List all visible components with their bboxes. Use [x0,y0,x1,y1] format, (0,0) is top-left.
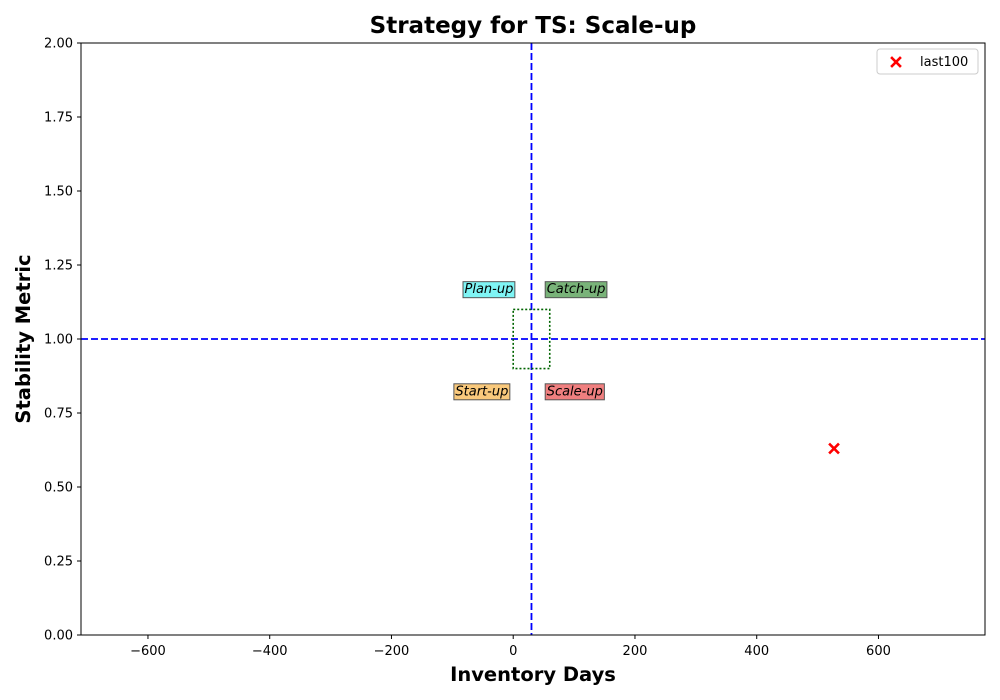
quadrant-label: Start-up [455,384,508,399]
legend: last100 [876,48,979,75]
legend-box [876,48,979,75]
y-tick-label: 1.50 [44,185,73,200]
quadrant-label-box [462,281,516,299]
x-axis: −600 −400 −200 0 200 400 600 [130,635,891,659]
legend-marker-icon [890,56,902,68]
quadrant-labels: Plan-up Catch-up Start-up Scale-up [453,281,608,401]
y-axis-label: Stability Metric [12,254,35,423]
y-tick-label: 0.00 [44,629,73,644]
y-tick-label: 2.00 [44,37,73,52]
x-tick-label: −600 [130,644,166,659]
y-tick-label: 1.00 [44,333,73,348]
x-axis-label: Inventory Days [450,663,616,686]
quadrant-label-box [453,383,511,401]
quadrant-label: Catch-up [547,282,606,297]
plot-area [81,43,985,635]
x-tick-label: 0 [509,644,517,659]
x-tick-label: 400 [744,644,769,659]
y-tick-label: 0.75 [44,407,73,422]
x-tick-label: −200 [374,644,410,659]
y-tick-label: 1.75 [44,111,73,126]
quadrant-label: Scale-up [547,384,603,399]
y-tick-label: 1.25 [44,259,73,274]
x-tick-label: 200 [623,644,648,659]
x-marker-stroke [828,442,840,455]
y-axis: 0.00 0.25 0.50 0.75 1.00 1.25 1.50 1.75 2.00 [44,37,81,644]
target-box [512,308,551,370]
y-tick-label: 0.25 [44,555,73,570]
data-point [828,442,840,455]
x-marker-stroke [890,56,902,68]
quadrant-label-box [544,383,605,401]
quadrant-label-box [544,281,608,299]
y-tick-label: 0.50 [44,481,73,496]
chart-title: Strategy for TS: Scale-up [370,13,697,39]
quadrant-label: Plan-up [465,282,514,297]
x-tick-label: −400 [252,644,288,659]
x-tick-label: 600 [866,644,891,659]
legend-label: last100 [920,55,968,70]
